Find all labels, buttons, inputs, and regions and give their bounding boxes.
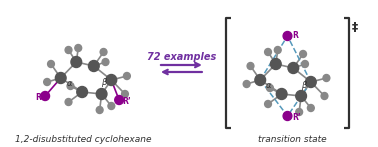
Circle shape <box>265 101 271 107</box>
Circle shape <box>44 78 51 86</box>
Circle shape <box>300 51 307 57</box>
Circle shape <box>108 102 115 110</box>
Circle shape <box>100 49 107 56</box>
Text: 1,2-disubstituted cyclohexane: 1,2-disubstituted cyclohexane <box>15 136 151 145</box>
Circle shape <box>321 92 328 100</box>
Circle shape <box>88 61 99 71</box>
Circle shape <box>296 91 307 101</box>
Circle shape <box>274 46 281 54</box>
Circle shape <box>115 96 124 105</box>
Circle shape <box>124 72 130 80</box>
Circle shape <box>106 75 117 86</box>
Circle shape <box>305 76 316 87</box>
Text: R’: R’ <box>292 113 301 122</box>
Text: 72 examples: 72 examples <box>147 52 216 62</box>
Text: R’: R’ <box>122 96 131 106</box>
Circle shape <box>276 88 287 100</box>
Circle shape <box>67 82 74 90</box>
Circle shape <box>288 62 299 74</box>
Circle shape <box>265 49 271 56</box>
Circle shape <box>96 88 107 100</box>
Circle shape <box>65 46 72 54</box>
Circle shape <box>307 105 314 112</box>
Text: α: α <box>266 81 272 90</box>
Text: β: β <box>101 77 106 86</box>
Circle shape <box>283 31 292 41</box>
Circle shape <box>41 91 50 101</box>
Text: R: R <box>36 92 41 101</box>
Circle shape <box>296 108 302 116</box>
Text: ‡: ‡ <box>352 21 358 34</box>
Circle shape <box>255 75 266 86</box>
Circle shape <box>48 61 54 67</box>
Circle shape <box>266 85 273 91</box>
Circle shape <box>271 59 281 70</box>
Circle shape <box>323 75 330 81</box>
Circle shape <box>243 81 250 87</box>
Circle shape <box>77 86 87 97</box>
Circle shape <box>56 72 66 83</box>
Circle shape <box>247 62 254 70</box>
Circle shape <box>71 56 82 67</box>
Circle shape <box>122 91 129 97</box>
Circle shape <box>302 61 308 67</box>
Text: R: R <box>292 30 298 40</box>
Text: β: β <box>301 81 307 90</box>
Text: transition state: transition state <box>258 136 327 145</box>
Circle shape <box>75 45 82 51</box>
Circle shape <box>65 98 72 106</box>
Circle shape <box>283 112 292 121</box>
Text: α: α <box>67 78 72 87</box>
Circle shape <box>102 59 109 66</box>
Circle shape <box>96 106 103 113</box>
